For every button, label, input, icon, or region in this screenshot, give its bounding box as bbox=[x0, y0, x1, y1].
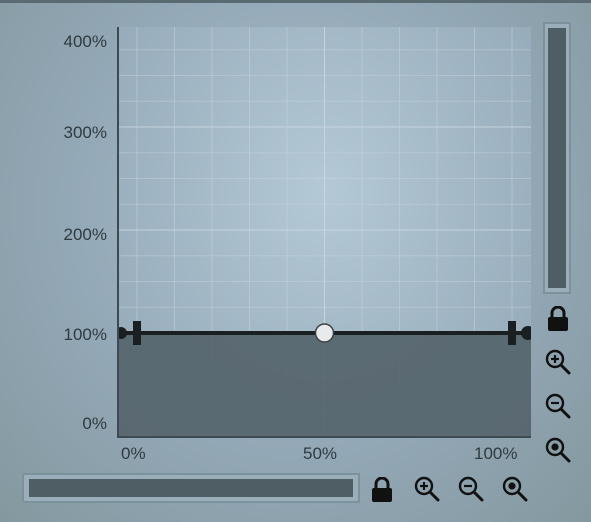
curve-center-handle[interactable] bbox=[314, 323, 335, 343]
zoom-in-icon bbox=[414, 476, 440, 502]
lock-icon bbox=[372, 477, 392, 502]
x-tick-50: 50% bbox=[303, 444, 338, 463]
horizontal-zoom-out-button[interactable] bbox=[457, 475, 485, 503]
y-tick-200: 200% bbox=[63, 225, 107, 244]
y-tick-0: 0% bbox=[82, 414, 107, 433]
zoom-out-icon bbox=[545, 393, 571, 419]
curve-left-endpoint[interactable] bbox=[119, 327, 127, 339]
zoom-out-icon bbox=[458, 476, 484, 502]
lock-icon bbox=[548, 306, 568, 331]
vertical-scrollbar-thumb[interactable] bbox=[548, 28, 566, 288]
range-start-handle[interactable] bbox=[133, 321, 141, 345]
vertical-zoom-in-button[interactable] bbox=[544, 348, 572, 376]
zoom-in-icon bbox=[545, 349, 571, 375]
curve-editor[interactable] bbox=[117, 27, 531, 438]
x-tick-100: 100% bbox=[474, 444, 518, 463]
zoom-reset-icon bbox=[502, 476, 528, 502]
curve-editor-canvas bbox=[119, 27, 531, 436]
top-divider bbox=[0, 0, 591, 3]
horizontal-zoom-in-button[interactable] bbox=[413, 475, 441, 503]
vertical-zoom-out-button[interactable] bbox=[544, 392, 572, 420]
y-tick-400: 400% bbox=[63, 32, 107, 51]
y-tick-300: 300% bbox=[63, 123, 107, 142]
x-tick-0: 0% bbox=[121, 444, 146, 463]
horizontal-zoom-reset-button[interactable] bbox=[501, 475, 529, 503]
curve-fill bbox=[119, 333, 531, 436]
zoom-reset-icon bbox=[545, 437, 571, 463]
range-end-handle[interactable] bbox=[508, 321, 516, 345]
curve-right-endpoint[interactable] bbox=[521, 326, 531, 340]
y-tick-100: 100% bbox=[63, 325, 107, 344]
vertical-lock-button[interactable] bbox=[544, 305, 572, 333]
vertical-zoom-reset-button[interactable] bbox=[544, 436, 572, 464]
horizontal-lock-button[interactable] bbox=[368, 476, 396, 504]
horizontal-scrollbar[interactable] bbox=[22, 473, 360, 503]
horizontal-scrollbar-thumb[interactable] bbox=[29, 479, 353, 497]
vertical-scrollbar[interactable] bbox=[543, 22, 571, 294]
